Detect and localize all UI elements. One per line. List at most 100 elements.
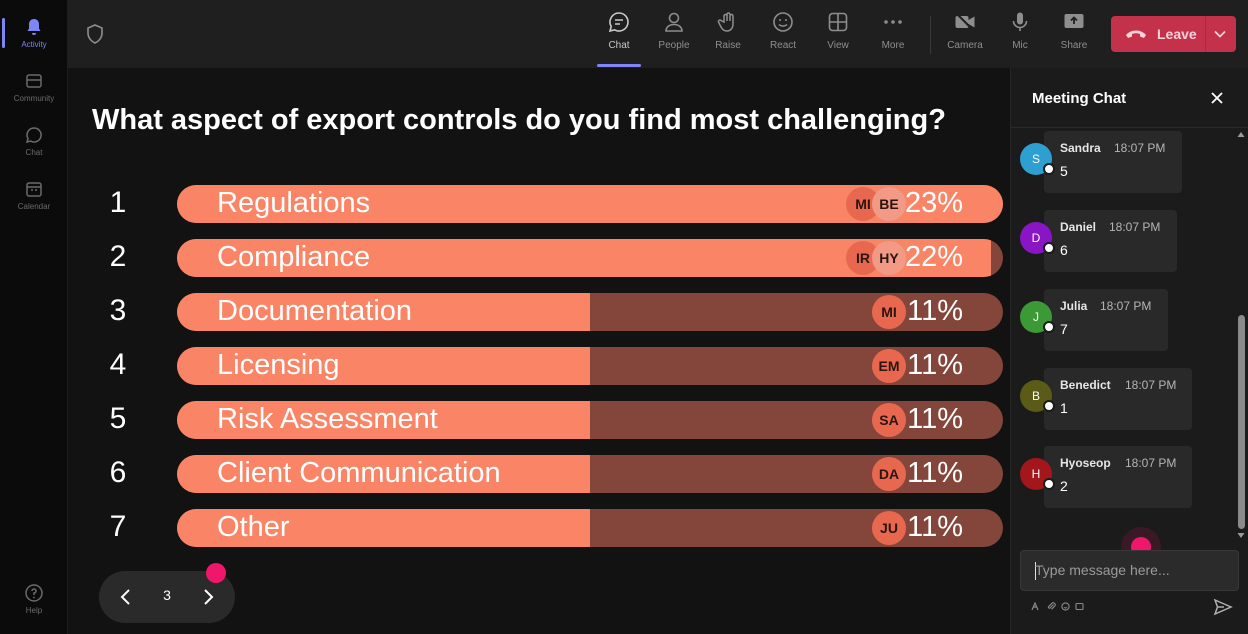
toolbar-divider (930, 16, 931, 54)
voter-avatar: BE (872, 187, 906, 221)
camera-off-icon (955, 12, 975, 32)
chat-scrollbar[interactable] (1236, 131, 1246, 541)
poll-question: What aspect of export controls do you fi… (92, 104, 946, 136)
message-timestamp: 18:07 PM (1114, 141, 1166, 155)
app-rail: Activity Community Chat Calendar Help (0, 0, 68, 634)
message-bubble[interactable]: Daniel 18:07 PM 6 (1044, 210, 1177, 272)
poll-option-row: 7 Other JU 11% (68, 508, 1010, 548)
sender-name: Benedict (1060, 378, 1111, 392)
people-button[interactable]: People (647, 10, 701, 62)
message-text: 1 (1060, 400, 1068, 416)
person-icon (665, 12, 683, 32)
poll-option-row: 3 Documentation MI 11% (68, 292, 1010, 332)
chat-button[interactable]: Chat (592, 10, 646, 67)
message-input[interactable] (1035, 559, 1225, 581)
rail-label-chat: Chat (25, 148, 43, 157)
poll-option-bar: Risk Assessment SA 11% (177, 401, 1003, 439)
camera-button[interactable]: Camera (938, 10, 992, 62)
gif-icon[interactable] (1075, 602, 1084, 611)
attach-icon[interactable] (1047, 602, 1056, 611)
poll-option-percent: 11% (907, 457, 963, 489)
presence-status-icon (1043, 163, 1055, 175)
rail-label-activity: Activity (21, 40, 47, 49)
message-text: 7 (1060, 321, 1068, 337)
voter-avatar: JU (872, 511, 906, 545)
poll-option-label: Client Communication (217, 457, 501, 489)
poll-results: What aspect of export controls do you fi… (68, 68, 1010, 634)
rail-item-calendar[interactable]: Calendar (0, 170, 68, 220)
poll-option-row: 6 Client Communication DA 11% (68, 454, 1010, 494)
shield-icon[interactable] (86, 24, 104, 44)
chat-message: Hyoseop 18:07 PM 2 H (1011, 446, 1239, 510)
poll-option-label: Documentation (217, 295, 413, 327)
message-text: 6 (1060, 242, 1068, 258)
poll-option-number: 7 (109, 510, 127, 543)
presence-status-icon (1043, 478, 1055, 490)
presence-status-icon (1043, 321, 1055, 333)
scroll-down-icon[interactable] (1237, 531, 1245, 539)
react-button[interactable]: React (756, 10, 810, 62)
message-timestamp: 18:07 PM (1109, 220, 1161, 234)
leave-button[interactable]: Leave (1111, 16, 1236, 52)
poll-option-percent: 11% (907, 349, 963, 381)
meeting-chat-panel: Meeting Chat Sandra 18:07 PM 5 S Daniel 18:07… (1010, 68, 1248, 634)
page-number: 3 (163, 587, 171, 603)
scroll-up-icon[interactable] (1237, 131, 1245, 139)
meeting-toolbar: Chat People Raise React View More Camera… (68, 0, 1248, 68)
rail-item-activity[interactable]: Activity (0, 8, 68, 58)
view-button-label: View (827, 40, 849, 51)
poll-bar-fill (177, 293, 590, 331)
raise-hand-button[interactable]: Raise (701, 10, 755, 62)
voter-avatar: HY (872, 241, 906, 275)
poll-option-row: 5 Risk Assessment SA 11% (68, 400, 1010, 440)
camera-button-label: Camera (947, 40, 983, 51)
message-timestamp: 18:07 PM (1100, 299, 1152, 313)
help-icon (25, 584, 43, 602)
poll-bar-fill (177, 509, 590, 547)
react-button-label: React (769, 40, 797, 51)
phone-hangup-icon (1126, 30, 1146, 38)
message-timestamp: 18:07 PM (1125, 456, 1177, 470)
sender-name: Sandra (1060, 141, 1101, 155)
close-icon[interactable] (1209, 90, 1225, 106)
message-text: 2 (1060, 478, 1068, 494)
mic-button[interactable]: Mic (993, 10, 1047, 62)
message-bubble[interactable]: Sandra 18:07 PM 5 (1044, 131, 1182, 193)
people-button-label: People (658, 40, 690, 51)
chevron-right-icon[interactable] (199, 587, 217, 607)
voter-avatar: DA (872, 457, 906, 491)
message-bubble[interactable]: Julia 18:07 PM 7 (1044, 289, 1168, 351)
rail-item-community[interactable]: Community (0, 62, 68, 112)
more-button[interactable]: More (866, 10, 920, 62)
chat-bubble-icon (608, 12, 629, 33)
rail-item-chat[interactable]: Chat (0, 116, 68, 166)
chat-icon (25, 127, 42, 144)
poll-option-number: 6 (109, 456, 127, 489)
poll-option-percent: 11% (907, 511, 963, 543)
scrollbar-thumb[interactable] (1238, 315, 1245, 529)
view-button[interactable]: View (811, 10, 865, 62)
chevron-down-icon[interactable] (1213, 28, 1227, 40)
voter-avatar: IR (846, 241, 880, 275)
poll-option-bar: Other JU 11% (177, 509, 1003, 547)
rail-item-help[interactable]: Help (0, 574, 68, 624)
grid-icon (828, 12, 848, 32)
send-icon[interactable] (1213, 598, 1233, 616)
more-button-label: More (881, 40, 905, 51)
chevron-left-icon[interactable] (117, 587, 135, 607)
bell-icon (27, 19, 41, 35)
poll-bar-fill (177, 401, 590, 439)
chat-button-label: Chat (608, 40, 630, 51)
smiley-icon (773, 12, 793, 32)
message-compose-box[interactable] (1020, 550, 1239, 591)
emoji-icon[interactable] (1061, 602, 1070, 611)
chat-message: Sandra 18:07 PM 5 S (1011, 131, 1239, 195)
share-button[interactable]: Share (1047, 10, 1101, 62)
chat-panel-title: Meeting Chat (1032, 90, 1127, 107)
chat-header-divider (1011, 127, 1248, 128)
format-icon[interactable] (1031, 602, 1040, 611)
sender-name: Daniel (1060, 220, 1097, 234)
message-bubble[interactable]: Hyoseop 18:07 PM 2 (1044, 446, 1192, 508)
more-dots-icon (884, 20, 902, 24)
message-bubble[interactable]: Benedict 18:07 PM 1 (1044, 368, 1192, 430)
